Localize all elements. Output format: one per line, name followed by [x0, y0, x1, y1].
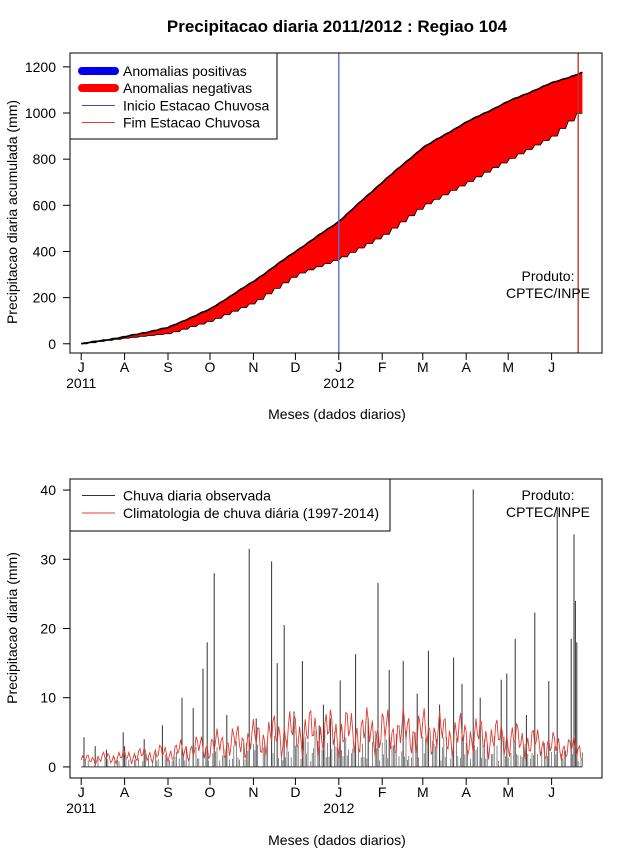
- y-tick-label: 40: [40, 482, 56, 498]
- y-tick-label: 600: [33, 197, 57, 213]
- x-axis-label: Meses (dados diarios): [268, 832, 406, 848]
- legend: Chuva diaria observada Climatologia de c…: [69, 478, 391, 532]
- legend: Anomalias positivas Anomalias negativas …: [69, 52, 278, 140]
- x-tick-label: M: [502, 784, 514, 800]
- x-tick-label: F: [378, 359, 387, 375]
- y-axis-label: Precipitacao diaria acumulada (mm): [4, 100, 20, 324]
- x-tick-label: M: [502, 359, 514, 375]
- x-tick-label: A: [462, 359, 472, 375]
- negative-anomaly-area: [81, 72, 583, 344]
- legend-label-start: Inicio Estacao Chuvosa: [123, 98, 270, 114]
- x-tick-label: F: [378, 784, 387, 800]
- legend-label-negative: Anomalias negativas: [123, 80, 252, 96]
- y-tick-label: 200: [33, 290, 57, 306]
- annotation-source: CPTEC/INPE: [506, 285, 590, 301]
- y-tick-label: 800: [33, 151, 57, 167]
- year-label: 2011: [66, 800, 96, 816]
- climatology-daily-line: [80, 706, 583, 767]
- legend-label-observed: Chuva diaria observada: [123, 488, 271, 504]
- y-tick-label: 20: [40, 621, 56, 637]
- x-tick-label: S: [163, 359, 172, 375]
- year-label: 2012: [323, 375, 354, 391]
- x-tick-label: N: [248, 784, 258, 800]
- y-axis: 0 200 400 600 800 1000 1200: [25, 59, 71, 352]
- y-tick-label: 0: [48, 759, 56, 775]
- x-tick-label: O: [205, 784, 216, 800]
- x-tick-label: A: [120, 359, 130, 375]
- chart-title: Precipitacao diaria 2011/2012 : Regiao 1…: [167, 17, 508, 36]
- y-tick-label: 1200: [25, 59, 56, 75]
- observed-rain-bars: [81, 489, 583, 768]
- year-label: 2011: [66, 375, 96, 391]
- legend-box: [69, 478, 391, 532]
- anomaly-area: [80, 71, 583, 345]
- x-tick-label: S: [163, 784, 172, 800]
- x-tick-label: J: [78, 784, 85, 800]
- x-axis-label: Meses (dados diarios): [268, 406, 406, 422]
- annotation-source: CPTEC/INPE: [506, 504, 590, 520]
- x-tick-label: M: [417, 359, 429, 375]
- climatology-cumulative-line: [80, 71, 583, 345]
- legend-label-positive: Anomalias positivas: [123, 63, 247, 79]
- y-tick-label: 30: [40, 551, 56, 567]
- y-tick-label: 400: [33, 243, 57, 259]
- y-tick-label: 10: [40, 690, 56, 706]
- x-tick-label: J: [335, 784, 342, 800]
- x-tick-label: D: [290, 784, 300, 800]
- season-lines: [338, 53, 579, 353]
- x-tick-label: O: [205, 359, 216, 375]
- y-tick-label: 1000: [25, 105, 56, 121]
- annotation-product: Produto:: [522, 268, 575, 284]
- x-tick-label: A: [120, 784, 130, 800]
- x-tick-label: A: [462, 784, 472, 800]
- observed-cumulative-line: [81, 113, 583, 345]
- x-tick-label: J: [78, 359, 85, 375]
- y-axis: 0 10 20 30 40: [40, 482, 71, 775]
- x-tick-label: J: [548, 784, 555, 800]
- year-label: 2012: [323, 800, 354, 816]
- x-tick-label: J: [548, 359, 555, 375]
- climatology-line: [80, 706, 583, 767]
- y-axis-label: Precipitacao diaria (mm): [4, 552, 20, 704]
- legend-label-end: Fim Estacao Chuvosa: [123, 115, 260, 131]
- x-tick-label: N: [248, 359, 258, 375]
- x-tick-label: D: [290, 359, 300, 375]
- y-tick-label: 0: [48, 336, 56, 352]
- x-tick-label: J: [335, 359, 342, 375]
- x-tick-label: M: [417, 784, 429, 800]
- annotation-product: Produto:: [522, 487, 575, 503]
- legend-label-climatology: Climatologia de chuva diária (1997-2014): [123, 505, 379, 521]
